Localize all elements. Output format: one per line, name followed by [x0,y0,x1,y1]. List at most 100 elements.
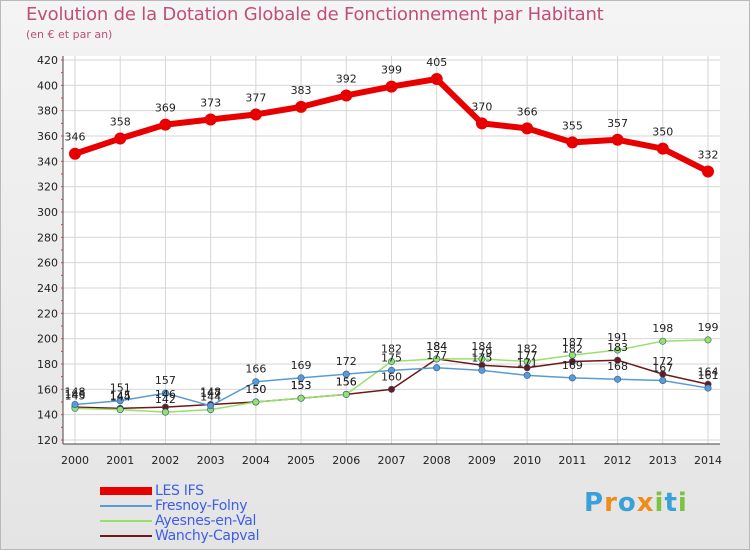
x-tick-label: 2000 [61,454,89,467]
x-tick-label: 2013 [649,454,677,467]
data-point [478,355,486,363]
data-label: 370 [471,100,492,113]
data-point [114,132,127,145]
data-label: 148 [200,386,221,399]
data-point [611,133,624,146]
y-tick-label: 340 [37,155,58,168]
data-label: 151 [110,382,131,395]
data-point [204,113,217,126]
data-label: 145 [110,389,131,402]
y-tick-label: 320 [37,181,58,194]
data-label: 199 [698,321,719,334]
data-label: 184 [426,340,447,353]
data-point [614,346,622,354]
data-point [659,376,667,384]
data-point [249,108,262,121]
data-point [71,401,79,409]
data-point [252,378,260,386]
data-point [116,406,124,414]
x-tick-label: 2011 [558,454,586,467]
data-point [568,351,576,359]
legend-label: LES IFS [155,483,204,499]
data-point [159,118,172,131]
y-tick-label: 180 [37,358,58,371]
data-label: 169 [291,359,312,372]
y-tick-label: 240 [37,282,58,295]
data-point [523,371,531,379]
legend-swatch-fresnoy-folny [100,505,152,507]
data-label: 183 [607,341,628,354]
data-point [207,402,215,410]
data-point [568,374,576,382]
data-point [430,73,443,85]
data-label: 366 [517,105,538,118]
data-label: 184 [471,340,492,353]
data-point [342,390,350,398]
data-point [521,122,534,135]
data-label: 169 [562,359,583,372]
legend-swatch-les-ifs [100,487,152,495]
data-label: 157 [155,374,176,387]
data-label: 198 [652,322,673,335]
data-point [614,356,622,364]
data-label: 377 [245,91,266,104]
data-point [704,336,712,344]
y-tick-label: 400 [37,79,58,92]
x-tick-label: 2006 [332,454,360,467]
data-label: 332 [698,148,719,161]
data-label: 164 [698,365,719,378]
logo-letter: x [636,488,655,518]
data-point [433,355,441,363]
data-label: 182 [381,342,402,355]
data-point [659,337,667,345]
data-label: 168 [607,360,628,373]
data-point [566,136,579,149]
data-point [387,357,395,365]
data-label: 175 [381,351,402,364]
y-tick-label: 300 [37,206,58,219]
legend-label: Fresnoy-Folny [155,498,248,514]
data-label: 148 [65,386,86,399]
y-tick-label: 380 [37,105,58,118]
data-label: 166 [245,363,266,376]
legend-label: Ayesnes-en-Val [155,513,257,529]
data-label: 167 [652,361,673,374]
data-label: 145 [65,389,86,402]
data-label: 160 [381,370,402,383]
data-label: 399 [381,64,402,77]
data-label: 171 [517,356,538,369]
y-tick-label: 120 [37,434,58,447]
data-label: 172 [336,355,357,368]
data-label: 177 [517,349,538,362]
x-tick-label: 2003 [197,454,225,467]
data-label: 142 [155,393,176,406]
x-tick-label: 2010 [513,454,541,467]
data-point [475,117,488,130]
logo-letter: i [677,488,688,518]
logo-letter: i [654,488,665,518]
data-point [116,397,124,405]
data-label: 357 [607,117,628,130]
data-label: 182 [517,342,538,355]
data-label: 184 [426,340,447,353]
data-label: 146 [65,388,86,401]
x-tick-label: 2004 [242,454,270,467]
data-label: 146 [155,388,176,401]
data-point [161,389,169,397]
y-tick-label: 260 [37,257,58,270]
data-point [342,370,350,378]
x-tick-label: 2008 [423,454,451,467]
data-label: 144 [110,391,131,404]
data-label: 383 [291,84,312,97]
data-label: 187 [562,336,583,349]
data-point [340,89,353,102]
data-label: 369 [155,102,176,115]
x-tick-label: 2012 [604,454,632,467]
data-label: 358 [110,116,131,129]
y-tick-label: 200 [37,333,58,346]
x-tick-label: 2007 [378,454,406,467]
logo-letter: r [604,488,618,518]
data-label: 150 [245,383,266,396]
data-label: 177 [426,349,447,362]
